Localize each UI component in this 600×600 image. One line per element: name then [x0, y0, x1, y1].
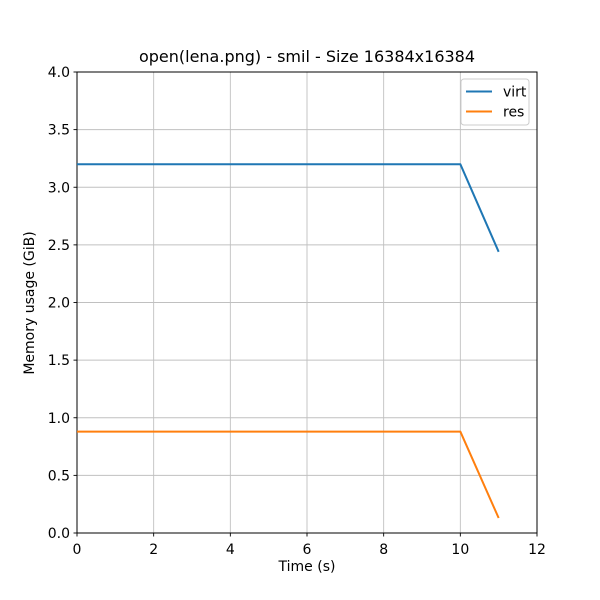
y-tick-label: 0.0 [48, 526, 70, 542]
x-axis-label: Time (s) [278, 559, 336, 575]
legend-label-virt: virt [503, 85, 527, 101]
series-line-res [77, 430, 500, 519]
x-tick-label: 4 [226, 542, 235, 558]
x-tick-label: 2 [149, 542, 158, 558]
chart-title: open(lena.png) - smil - Size 16384x16384 [138, 47, 476, 66]
y-tick-label: 2.0 [48, 296, 70, 312]
y-tick-label: 2.5 [48, 238, 70, 254]
x-tick-label: 6 [303, 542, 312, 558]
x-tick-label: 10 [451, 542, 469, 558]
x-tick-label: 0 [73, 542, 82, 558]
y-tick-label: 3.0 [48, 180, 70, 196]
series-line-virt [77, 163, 500, 253]
y-tick-label: 3.5 [48, 123, 70, 139]
y-tick-label: 1.0 [48, 411, 70, 427]
x-tick-label: 8 [379, 542, 388, 558]
x-tick-label: 12 [528, 542, 546, 558]
y-tick-label: 1.5 [48, 353, 70, 369]
y-tick-label: 4.0 [48, 65, 70, 81]
legend-label-res: res [503, 105, 524, 121]
y-tick-label: 0.5 [48, 468, 70, 484]
